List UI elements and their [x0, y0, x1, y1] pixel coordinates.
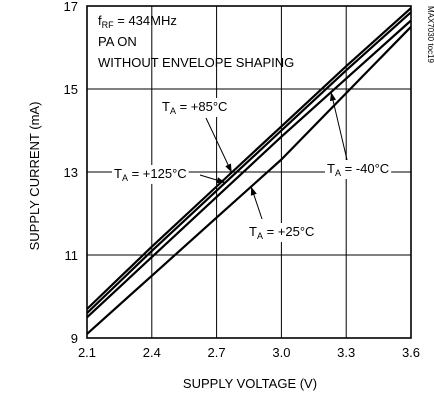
series-label-1: TA = +125°C: [114, 166, 187, 183]
series-line-0: [86, 7, 412, 310]
series-label-symbol: T: [162, 99, 170, 114]
series-label-value: = -40°C: [341, 161, 389, 176]
series-label-arrow-2: [330, 92, 336, 102]
x-tick-label: 2.7: [208, 345, 226, 360]
series-label-arrow-3: [250, 186, 257, 196]
x-axis-title: SUPPLY VOLTAGE (V): [183, 376, 317, 391]
frequency-note-sub: RF: [102, 20, 114, 30]
x-tick-label: 3.3: [337, 345, 355, 360]
x-tick-labels: 2.1 2.4 2.7 3.0 3.3 3.6: [78, 345, 420, 360]
series-label-arrow-0: [225, 163, 232, 173]
y-tick-label: 15: [64, 82, 78, 97]
series-label-leader-2: [330, 92, 349, 165]
pa-on-note: PA ON: [98, 34, 137, 49]
frequency-note-f: f: [98, 13, 102, 28]
series-label-subscript: A: [335, 168, 341, 178]
frequency-note-value: = 434MHz: [114, 13, 177, 28]
envelope-note: WITHOUT ENVELOPE SHAPING: [98, 55, 294, 70]
y-tick-label: 9: [71, 331, 78, 346]
x-tick-label: 3.6: [402, 345, 420, 360]
figure-code: MAX7030 toc19: [426, 6, 434, 63]
series-label-background: [247, 223, 317, 242]
plot-frame: [86, 5, 412, 339]
series-label-background: [112, 165, 189, 184]
x-tick-label: 2.1: [78, 345, 96, 360]
series-label-symbol: T: [327, 161, 335, 176]
y-tick-label: 17: [64, 0, 78, 14]
series-labels: TA = +85°CTA = +125°C TA = -40°CTA = +25°…: [112, 92, 392, 242]
series-label-symbol: T: [249, 224, 257, 239]
y-tick-label: 13: [64, 165, 78, 180]
series-label-value: = +85°C: [176, 99, 227, 114]
series-line-1: [86, 11, 412, 314]
series-label-value: = +25°C: [263, 224, 314, 239]
series-label-symbol: T: [114, 166, 122, 181]
series-label-0: TA = +85°C: [162, 99, 227, 116]
y-tick-labels: 9 11 13 15 17: [64, 0, 78, 346]
series-label-3: TA = +25°C: [249, 224, 314, 241]
series-label-background: [160, 98, 230, 117]
series-label-leader-0: [205, 117, 233, 173]
series-label-value: = +125°C: [128, 166, 187, 181]
x-tick-label: 3.0: [272, 345, 290, 360]
frequency-note: fRF = 434MHz: [98, 13, 177, 30]
series-label-subscript: A: [122, 173, 128, 183]
series-label-subscript: A: [170, 106, 176, 116]
x-tick-label: 2.4: [143, 345, 161, 360]
y-axis-title: SUPPLY CURRENT (mA): [27, 102, 42, 251]
series-line-2: [86, 19, 412, 319]
y-tick-label: 11: [65, 248, 79, 263]
series-line-3: [86, 26, 412, 335]
series-label-subscript: A: [257, 231, 263, 241]
series-label-2: TA = -40°C: [327, 161, 389, 178]
series-label-arrow-1: [216, 177, 226, 184]
series-lines: [86, 7, 412, 335]
series-label-background: [325, 160, 392, 179]
